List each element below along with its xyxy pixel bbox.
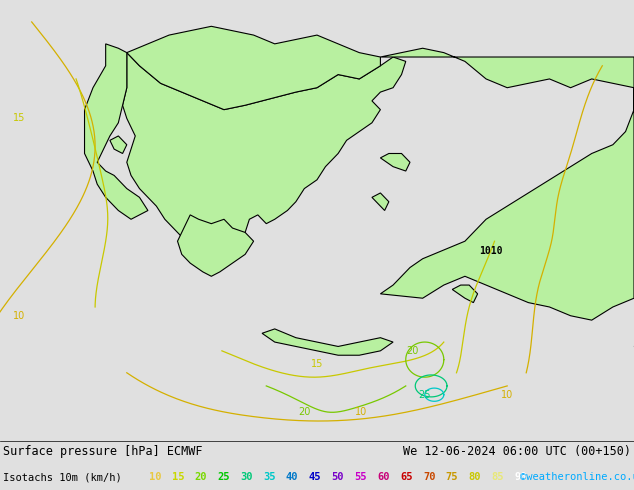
Polygon shape: [372, 193, 389, 211]
Text: 90: 90: [514, 472, 527, 482]
Text: 15: 15: [13, 113, 25, 123]
Text: 85: 85: [491, 472, 504, 482]
Text: 45: 45: [309, 472, 321, 482]
Polygon shape: [380, 48, 634, 320]
Text: 65: 65: [400, 472, 413, 482]
Text: 15: 15: [311, 359, 323, 369]
Text: 75: 75: [446, 472, 458, 482]
Polygon shape: [127, 26, 380, 110]
Text: 60: 60: [377, 472, 390, 482]
Text: 25: 25: [418, 390, 431, 400]
Text: 70: 70: [423, 472, 436, 482]
Text: Isotachs 10m (km/h): Isotachs 10m (km/h): [3, 472, 128, 482]
Text: 35: 35: [263, 472, 276, 482]
Text: We 12-06-2024 06:00 UTC (00+150): We 12-06-2024 06:00 UTC (00+150): [403, 445, 631, 458]
Polygon shape: [262, 329, 393, 355]
Text: 10: 10: [501, 390, 514, 400]
Polygon shape: [452, 285, 477, 303]
Polygon shape: [122, 52, 406, 241]
Polygon shape: [178, 215, 254, 276]
Text: 55: 55: [354, 472, 367, 482]
Text: 20: 20: [298, 407, 311, 417]
Polygon shape: [84, 44, 148, 220]
Text: 25: 25: [217, 472, 230, 482]
Text: 50: 50: [332, 472, 344, 482]
Polygon shape: [110, 136, 127, 153]
Polygon shape: [380, 153, 410, 171]
Text: 20: 20: [406, 346, 418, 356]
Text: 10: 10: [149, 472, 162, 482]
Text: 10: 10: [13, 311, 25, 321]
Text: 40: 40: [286, 472, 299, 482]
Text: 10: 10: [355, 407, 368, 417]
Text: 20: 20: [195, 472, 207, 482]
Text: Surface pressure [hPa] ECMWF: Surface pressure [hPa] ECMWF: [3, 445, 203, 458]
Text: ©weatheronline.co.uk: ©weatheronline.co.uk: [520, 472, 634, 482]
Text: 30: 30: [240, 472, 253, 482]
Text: 1010: 1010: [479, 246, 502, 256]
Text: 80: 80: [469, 472, 481, 482]
Text: 15: 15: [172, 472, 184, 482]
